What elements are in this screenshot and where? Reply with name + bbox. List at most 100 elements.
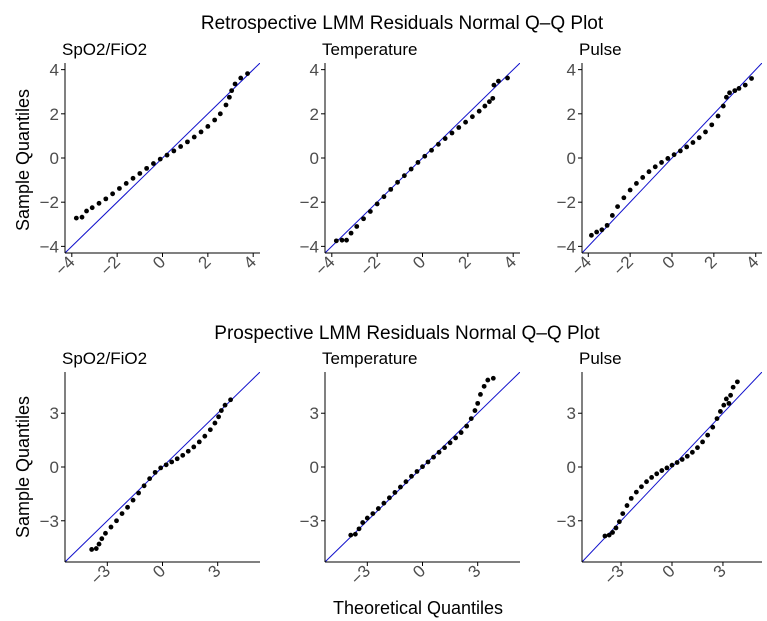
data-point [671, 152, 677, 158]
data-point [381, 194, 387, 200]
x-tick-label: 0 [409, 561, 429, 581]
y-tick-label: 0 [310, 458, 319, 477]
x-tick-label: 3 [204, 561, 224, 581]
x-tick-label: 0 [409, 252, 429, 272]
data-point [689, 449, 695, 455]
data-point [218, 408, 224, 413]
data-point [361, 216, 366, 222]
data-point [709, 122, 715, 128]
data-point [599, 227, 605, 233]
data-point [425, 459, 431, 465]
data-point [703, 129, 708, 135]
data-point [408, 166, 414, 172]
y-tick-label: −4 [300, 237, 319, 256]
y-tick-label: 0 [567, 458, 576, 477]
data-point [228, 397, 233, 403]
data-point [202, 433, 208, 439]
y-tick-label: 0 [567, 149, 576, 168]
data-point [108, 524, 114, 530]
data-point [198, 129, 204, 135]
prospective-pulse-subtitle: Pulse [579, 349, 622, 368]
data-point [490, 375, 496, 381]
data-point [609, 213, 615, 218]
data-point [374, 201, 380, 207]
data-point [205, 124, 211, 129]
data-point [491, 82, 497, 88]
data-point [615, 204, 620, 210]
data-point [114, 518, 119, 524]
prospective-temperature-subtitle: Temperature [322, 349, 417, 368]
data-point [705, 432, 711, 438]
data-point [354, 224, 360, 229]
y-tick-label: −2 [300, 193, 319, 212]
data-point [191, 444, 197, 450]
x-axis-label: Theoretical Quantiles [333, 598, 503, 618]
data-point [164, 152, 170, 158]
y-axis-label-bottom: Sample Quantiles [13, 396, 33, 538]
data-point [229, 88, 235, 94]
y-tick-label: 3 [310, 404, 319, 423]
data-point [700, 439, 705, 445]
data-point [714, 416, 720, 422]
y-tick-label: −3 [557, 512, 576, 531]
y-tick-label: 4 [567, 61, 576, 80]
data-point [79, 214, 85, 220]
data-point [649, 474, 655, 480]
data-point [123, 181, 129, 186]
x-tick-label: −2 [357, 252, 384, 279]
data-point [442, 445, 447, 451]
data-point [669, 462, 675, 468]
data-point [724, 94, 729, 100]
y-tick-label: 4 [310, 61, 319, 80]
data-point [136, 490, 141, 496]
data-point [505, 75, 510, 81]
data-point [456, 125, 462, 130]
data-point [721, 402, 727, 408]
data-point [245, 71, 250, 77]
data-point [628, 495, 634, 501]
data-point [191, 134, 197, 140]
data-point [486, 99, 492, 105]
data-point [485, 377, 491, 383]
data-point [429, 147, 434, 153]
retrospective-temperature-subtitle: Temperature [322, 40, 417, 59]
data-point [726, 400, 732, 406]
retrospective-pulse-reference-line [582, 63, 762, 253]
data-point [736, 86, 742, 91]
x-tick-label: −4 [311, 252, 338, 279]
data-point [238, 75, 244, 81]
data-point [147, 476, 153, 482]
data-point [715, 113, 721, 119]
prospective-spo2-fio2-subtitle: SpO2/FiO2 [62, 349, 147, 368]
data-point [447, 440, 453, 446]
prospective-spo2-fio2-panel: SpO2/FiO2 −3 0 3 −3 0 3 [40, 349, 260, 589]
data-point [103, 196, 109, 202]
data-point [627, 187, 633, 193]
retrospective-title: Retrospective LMM Residuals Normal Q–Q P… [201, 13, 604, 34]
data-point [442, 136, 448, 141]
data-point [348, 230, 354, 236]
data-point [624, 503, 630, 508]
data-point [431, 454, 436, 460]
data-point [620, 511, 626, 517]
data-point [695, 445, 700, 451]
data-point [130, 497, 136, 503]
data-point [717, 409, 723, 414]
data-point [223, 102, 229, 108]
data-point [381, 500, 387, 506]
data-point [226, 94, 232, 100]
data-point [684, 144, 690, 150]
retrospective-spo2-fio2-subtitle: SpO2/FiO2 [62, 40, 147, 59]
data-point [110, 191, 116, 197]
data-point [125, 504, 130, 510]
prospective-temperature-panel: Temperature −3 0 3 −3 0 3 [300, 349, 520, 589]
y-tick-label: 2 [310, 105, 319, 124]
x-tick-label: −3 [601, 561, 628, 588]
data-point [93, 546, 99, 551]
retrospective-pulse-subtitle: Pulse [579, 40, 622, 59]
data-point [458, 430, 464, 435]
data-point [367, 209, 373, 214]
data-point [375, 506, 381, 511]
data-point [415, 160, 421, 165]
x-tick-label: 2 [701, 252, 721, 272]
